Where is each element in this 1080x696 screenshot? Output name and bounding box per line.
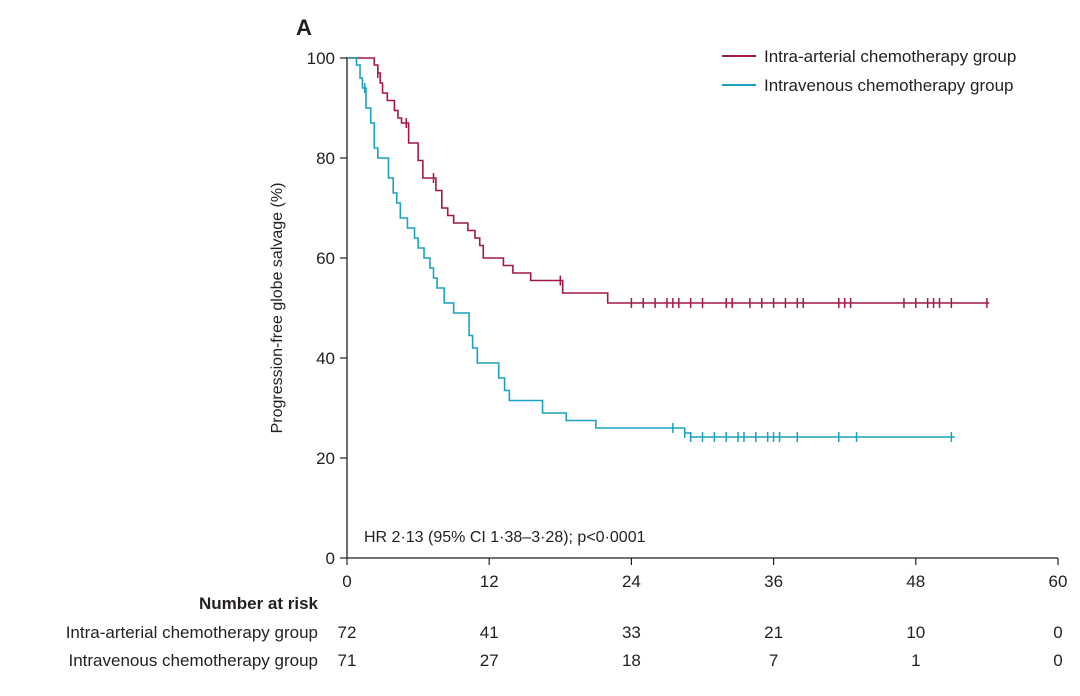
risk-value: 0	[1053, 651, 1062, 670]
risk-value: 71	[338, 651, 357, 670]
x-tick-label: 36	[764, 572, 783, 591]
risk-value: 21	[764, 623, 783, 642]
panel-label: A	[296, 15, 312, 40]
risk-value: 10	[906, 623, 925, 642]
y-tick-label: 0	[326, 549, 335, 568]
km-curves	[347, 57, 990, 442]
risk-value: 18	[622, 651, 641, 670]
risk-value: 41	[480, 623, 499, 642]
axes: 0 20 40 60 80 100 0 12 24 36 48 60	[307, 49, 1068, 591]
x-tick-label: 24	[622, 572, 641, 591]
y-axis-label: Progression-free globe salvage (%)	[269, 183, 286, 434]
x-tick-label: 60	[1049, 572, 1068, 591]
y-tick-label: 40	[316, 349, 335, 368]
y-tick-label: 80	[316, 149, 335, 168]
x-tick-label: 12	[480, 572, 499, 591]
km-curve-intravenous	[347, 57, 955, 438]
legend-label-intra-arterial: Intra-arterial chemotherapy group	[764, 47, 1016, 66]
risk-value: 33	[622, 623, 641, 642]
x-tick-label: 48	[906, 572, 925, 591]
risk-value: 72	[338, 623, 357, 642]
risk-value: 0	[1053, 623, 1062, 642]
risk-value: 27	[480, 651, 499, 670]
risk-row-label-intravenous: Intravenous chemotherapy group	[69, 651, 319, 670]
risk-table: Number at risk Intra-arterial chemothera…	[66, 594, 1063, 670]
legend: Intra-arterial chemotherapy group Intrav…	[722, 47, 1016, 95]
risk-table-title: Number at risk	[199, 594, 319, 613]
y-tick-label: 20	[316, 449, 335, 468]
y-tick-label: 60	[316, 249, 335, 268]
x-tick-label: 0	[342, 572, 351, 591]
risk-row-label-intra-arterial: Intra-arterial chemotherapy group	[66, 623, 318, 642]
risk-value: 1	[911, 651, 920, 670]
legend-label-intravenous: Intravenous chemotherapy group	[764, 76, 1014, 95]
risk-value: 7	[769, 651, 778, 670]
hazard-ratio-annotation: HR 2·13 (95% CI 1·38–3·28); p<0·0001	[364, 529, 646, 546]
km-curve-intra-arterial	[347, 57, 990, 304]
y-tick-label: 100	[307, 49, 335, 68]
